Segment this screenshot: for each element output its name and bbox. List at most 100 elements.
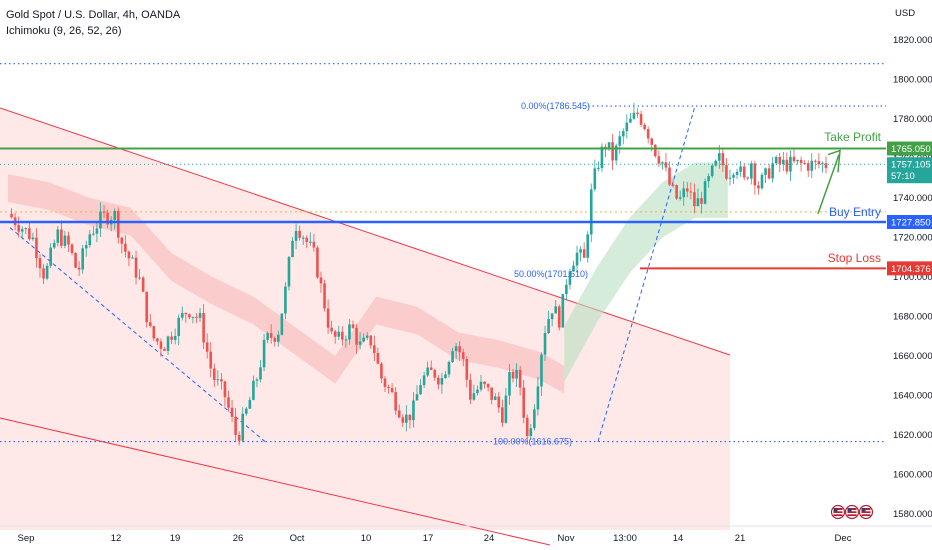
stop-loss-price-text: 1704.376 <box>891 264 931 275</box>
candle-body <box>643 124 646 130</box>
y-tick-label: 1620.000 <box>893 430 932 441</box>
candle-body <box>380 363 383 379</box>
candle-body <box>458 346 461 353</box>
candle-body <box>636 112 639 115</box>
candle-body <box>753 163 757 186</box>
candle-body <box>120 237 124 244</box>
candle-body <box>397 410 401 418</box>
legend-indicator[interactable]: Ichimoku (9, 26, 52, 26) <box>6 25 122 37</box>
y-tick-label: 1680.000 <box>893 312 932 323</box>
candle-body <box>586 234 590 258</box>
candle-body <box>572 265 575 272</box>
candle-body <box>312 241 316 248</box>
stop-loss-label[interactable]: Stop Loss <box>828 251 881 265</box>
take-profit-label[interactable]: Take Profit <box>824 130 881 144</box>
y-tick-label: 1780.000 <box>893 114 932 125</box>
candle-body <box>412 400 415 421</box>
candle-body <box>259 367 262 380</box>
candle-body <box>373 345 376 353</box>
candle-body <box>134 257 138 278</box>
candle-body <box>728 177 732 179</box>
candle-body <box>280 313 284 335</box>
candle-body <box>344 339 348 341</box>
currency-label: USD <box>895 8 915 19</box>
x-tick-label: 12 <box>111 533 122 544</box>
legend-symbol[interactable]: Gold Spot / U.S. Dollar, 4h, OANDA <box>6 9 181 21</box>
candle-body <box>237 434 241 441</box>
candle-body <box>348 324 351 340</box>
candle-body <box>718 153 721 161</box>
candle-body <box>554 306 558 314</box>
candle-body <box>533 409 536 429</box>
candle-body <box>244 408 248 414</box>
candle-body <box>223 381 227 398</box>
candle-body <box>522 387 525 418</box>
candle-body <box>472 393 476 400</box>
candle-body <box>565 284 568 295</box>
candle-body <box>597 168 600 170</box>
candle-body <box>20 229 24 232</box>
flag-us-icon[interactable] <box>830 504 846 520</box>
candle-body <box>252 380 255 400</box>
candle-body <box>693 192 696 207</box>
candle-body <box>390 387 394 393</box>
candle-body <box>92 233 95 235</box>
candle-body <box>661 162 664 164</box>
y-tick-label: 1720.000 <box>893 233 932 244</box>
candle-body <box>593 168 597 190</box>
target-arrow[interactable] <box>817 154 840 215</box>
candle-body <box>369 335 373 346</box>
candle-body <box>273 338 277 342</box>
buy-entry-label[interactable]: Buy Entry <box>829 205 881 219</box>
candle-body <box>305 237 309 242</box>
candle-body <box>732 174 735 178</box>
candle-body <box>700 198 703 204</box>
stop-loss-price-tag[interactable] <box>887 261 932 276</box>
y-tick-label: 1700.000 <box>893 272 932 283</box>
candle-body <box>710 165 714 177</box>
candle-body <box>803 163 806 165</box>
candle-body <box>294 230 298 241</box>
candle-body <box>525 417 529 437</box>
x-tick-label: 10 <box>361 533 372 544</box>
candle-body <box>493 396 497 400</box>
candle-body <box>547 319 550 334</box>
flag-stripe <box>861 513 871 515</box>
candle-body <box>323 283 326 309</box>
candle-body <box>45 265 49 279</box>
ichimoku-cloud-red <box>8 174 565 394</box>
last-price-price-tag[interactable] <box>887 157 932 184</box>
fib-dashed-line[interactable] <box>597 105 696 442</box>
candle-body <box>141 277 145 292</box>
candle-body <box>330 327 333 332</box>
candle-body <box>124 243 127 252</box>
flag-us-icon[interactable] <box>844 504 860 520</box>
candle-body <box>767 168 771 179</box>
candle-body <box>248 399 252 409</box>
candle-body <box>131 257 134 259</box>
take-profit-price-tag[interactable] <box>887 141 932 156</box>
y-tick-label: 1800.000 <box>893 75 932 86</box>
candle-body <box>529 428 533 437</box>
candle-body <box>365 335 369 338</box>
candle-body <box>518 369 522 388</box>
candle-body <box>145 291 149 323</box>
candle-body <box>757 185 760 189</box>
flag-us-icon[interactable] <box>858 504 874 520</box>
candle-body <box>824 163 828 169</box>
candle-body <box>536 386 540 410</box>
candle-body <box>678 197 682 199</box>
candle-body <box>376 352 380 364</box>
candle-body <box>77 267 81 270</box>
candle-body <box>159 341 163 349</box>
buy-entry-price-tag[interactable] <box>887 214 932 229</box>
candle-body <box>611 142 614 161</box>
candle-body <box>156 338 159 342</box>
candle-body <box>557 306 561 328</box>
x-tick-label: 24 <box>484 533 495 544</box>
channel-lower-line[interactable] <box>0 417 551 546</box>
candle-body <box>792 156 796 162</box>
candle-body <box>276 334 280 342</box>
candle-body <box>486 383 490 388</box>
